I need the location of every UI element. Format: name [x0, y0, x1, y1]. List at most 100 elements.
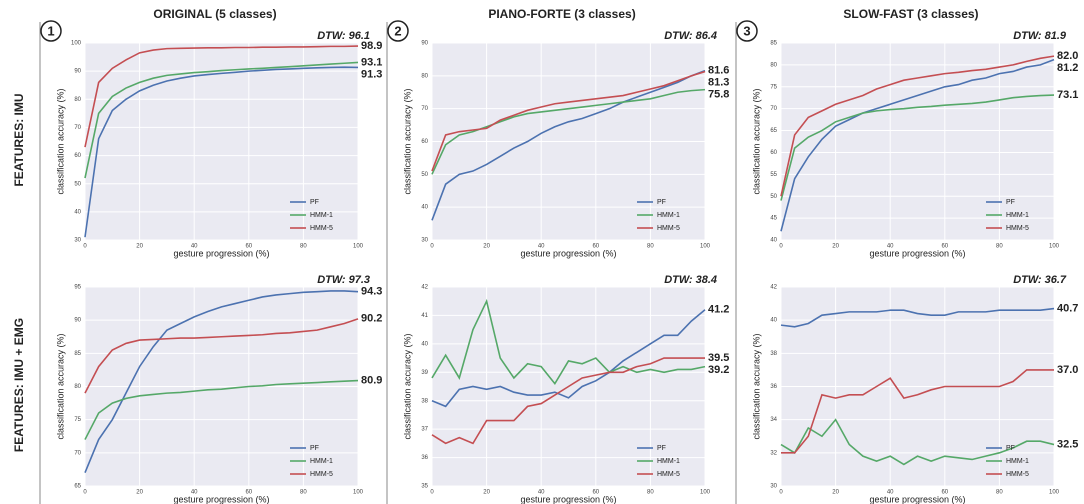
x-axis-label: gesture progression (%): [869, 494, 965, 504]
annotation: DTW: 97.3: [317, 274, 370, 286]
series-line: [84, 66, 359, 238]
y-tick-label: 75: [74, 417, 81, 423]
y-tick-label: 32: [770, 450, 777, 456]
column-title: SLOW-FAST (3 classes): [843, 7, 978, 21]
x-axis-label: gesture progression (%): [520, 494, 616, 504]
y-tick-label: 60: [74, 153, 81, 159]
y-tick-label: 50: [770, 194, 777, 200]
x-tick-label: 60: [941, 244, 948, 250]
x-tick-label: 40: [887, 490, 894, 496]
y-tick-label: 55: [770, 172, 777, 178]
series-line: [780, 94, 1055, 201]
y-tick-label: 70: [74, 125, 81, 131]
y-tick-label: 37: [421, 427, 428, 433]
x-tick-label: 60: [592, 490, 599, 496]
panel-badge: [387, 20, 409, 42]
y-tick-label: 40: [770, 318, 777, 324]
x-axis-label: gesture progression (%): [869, 248, 965, 258]
panel-badge: [40, 20, 62, 42]
y-tick-label: 75: [770, 84, 777, 90]
series-line: [84, 379, 359, 440]
y-tick-label: 100: [71, 41, 82, 47]
x-tick-label: 100: [353, 244, 364, 250]
x-tick-label: 100: [353, 490, 364, 496]
x-axis-label: gesture progression (%): [173, 248, 269, 258]
x-tick-label: 40: [538, 490, 545, 496]
x-axis-label: gesture progression (%): [173, 494, 269, 504]
y-tick-label: 85: [74, 351, 81, 357]
y-tick-label: 40: [74, 209, 81, 215]
x-tick-label: 100: [700, 244, 711, 250]
end-label: 90.2: [361, 313, 382, 325]
x-tick-label: 20: [483, 490, 490, 496]
x-tick-label: 40: [191, 244, 198, 250]
end-label: 39.2: [708, 364, 729, 376]
legend-label: PF: [310, 445, 319, 452]
series-line: [780, 418, 1055, 466]
row-label: FEATURES: IMU + EMG: [12, 318, 26, 452]
plot-area: [781, 43, 1054, 240]
series-line: [84, 290, 359, 474]
legend-label: HMM-5: [657, 471, 680, 478]
y-tick-label: 70: [421, 106, 428, 112]
x-tick-label: 80: [647, 490, 654, 496]
y-tick-label: 35: [421, 484, 428, 490]
end-label: 91.3: [361, 68, 382, 80]
y-axis-label: classification accuracy (%): [751, 333, 761, 439]
y-axis-label: classification accuracy (%): [55, 88, 65, 194]
y-tick-label: 80: [770, 62, 777, 68]
y-tick-label: 38: [770, 351, 777, 357]
x-tick-label: 80: [996, 244, 1003, 250]
y-tick-label: 90: [421, 41, 428, 47]
row-label: FEATURES: IMU: [12, 93, 26, 186]
series-line: [84, 45, 359, 148]
x-tick-label: 80: [647, 244, 654, 250]
x-tick-label: 0: [83, 490, 87, 496]
legend-label: PF: [657, 199, 666, 206]
panel-number: 2: [394, 23, 401, 38]
x-tick-label: 20: [136, 490, 143, 496]
annotation: DTW: 96.1: [317, 30, 370, 42]
y-tick-label: 30: [74, 238, 81, 244]
x-tick-label: 40: [538, 244, 545, 250]
series-line: [431, 309, 706, 408]
y-tick-label: 42: [770, 285, 777, 291]
x-tick-label: 20: [832, 244, 839, 250]
x-tick-label: 0: [779, 490, 783, 496]
x-tick-label: 100: [1049, 244, 1060, 250]
x-tick-label: 60: [941, 490, 948, 496]
x-tick-label: 60: [245, 490, 252, 496]
panel-number: 3: [743, 23, 750, 38]
column-title: ORIGINAL (5 classes): [153, 7, 276, 21]
legend-label: PF: [1006, 199, 1015, 206]
end-label: 41.2: [708, 304, 729, 316]
legend-label: HMM-5: [310, 471, 333, 478]
x-tick-label: 60: [245, 244, 252, 250]
x-tick-label: 80: [996, 490, 1003, 496]
end-label: 80.9: [361, 374, 382, 386]
panel-badge: [736, 20, 758, 42]
end-label: 98.9: [361, 40, 382, 52]
end-label: 39.5: [708, 352, 729, 364]
y-tick-label: 30: [770, 484, 777, 490]
end-label: 40.7: [1057, 302, 1078, 314]
x-tick-label: 100: [1049, 490, 1060, 496]
y-axis-label: classification accuracy (%): [751, 88, 761, 194]
x-tick-label: 100: [700, 490, 711, 496]
end-label: 81.3: [708, 76, 729, 88]
y-tick-label: 39: [421, 370, 428, 376]
series-line: [780, 307, 1055, 328]
y-tick-label: 30: [421, 238, 428, 244]
y-tick-label: 41: [421, 313, 428, 319]
y-tick-label: 70: [770, 106, 777, 112]
series-line: [84, 318, 359, 394]
x-tick-label: 20: [832, 490, 839, 496]
y-tick-label: 80: [421, 73, 428, 79]
y-tick-label: 50: [74, 181, 81, 187]
x-tick-label: 80: [300, 244, 307, 250]
end-label: 93.1: [361, 56, 382, 68]
y-tick-label: 34: [770, 417, 777, 423]
legend-label: HMM-1: [1006, 458, 1029, 465]
annotation: DTW: 81.9: [1013, 30, 1067, 42]
